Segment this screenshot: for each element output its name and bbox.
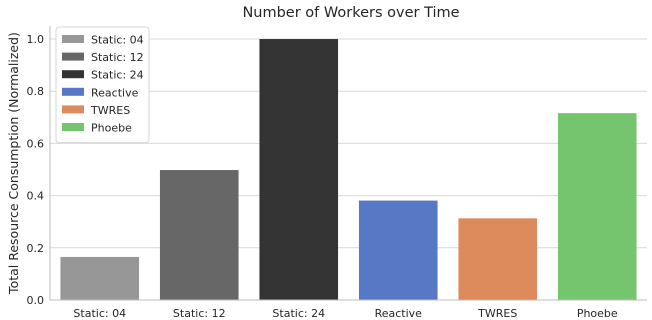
legend: Static: 04 Static: 12 Static: 24 Reactive TW… [55, 26, 150, 144]
x-tick-labels: Static: 04 Static: 12 Static: 24 Reactive TW… [73, 307, 617, 320]
x-tick-label: Static: 24 [272, 307, 325, 320]
x-tick-label: Static: 04 [73, 307, 126, 320]
y-tick-label: 0.6 [27, 137, 45, 150]
y-tick-label: 0.8 [27, 85, 45, 98]
chart-title: Number of Workers over Time [242, 5, 459, 21]
y-tick-label: 1.0 [27, 33, 45, 46]
legend-swatch [62, 70, 84, 79]
y-tick-label: 0.4 [27, 190, 45, 203]
y-tick-label: 0.2 [27, 242, 45, 255]
bar [358, 200, 438, 300]
bar [259, 39, 339, 301]
bars [60, 39, 637, 301]
x-tick-label: Phoebe [577, 307, 618, 320]
legend-label: TWRES [90, 104, 130, 117]
bar [60, 256, 140, 300]
legend-swatch [62, 105, 84, 114]
legend-swatch [62, 87, 84, 96]
bar [458, 218, 538, 300]
x-tick-label: Static: 12 [173, 307, 226, 320]
legend-label: Static: 04 [91, 34, 144, 47]
bar [557, 113, 637, 300]
y-axis-label: Total Resource Consumption (Normalized) [6, 32, 21, 295]
x-tick-label: Reactive [375, 307, 423, 320]
legend-swatch [62, 123, 84, 131]
legend-label: Phoebe [91, 122, 132, 135]
legend-label: Static: 12 [91, 51, 144, 64]
x-tick-label: TWRES [477, 307, 517, 320]
y-tick-label: 0.0 [27, 294, 45, 307]
bar [159, 170, 239, 300]
legend-label: Reactive [91, 86, 139, 99]
legend-swatch [62, 35, 84, 43]
legend-swatch [62, 52, 84, 61]
legend-label: Static: 24 [91, 69, 144, 82]
axes [49, 26, 647, 301]
y-tick-labels: 0.0 0.2 0.4 0.6 0.8 1.0 [27, 33, 45, 307]
